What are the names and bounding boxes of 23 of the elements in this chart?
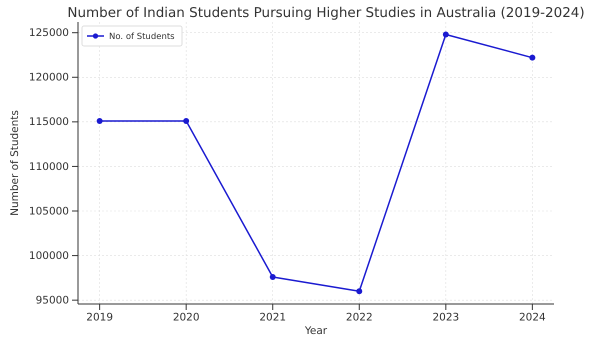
y-tick-label: 125000 xyxy=(28,27,69,40)
y-tick-label: 95000 xyxy=(36,294,69,307)
x-tick-label: 2022 xyxy=(346,311,373,324)
x-tick-label: 2021 xyxy=(259,311,286,324)
y-tick-label: 120000 xyxy=(28,72,69,84)
point xyxy=(529,54,536,61)
x-tick-label: 2019 xyxy=(86,311,114,324)
y-tick-label: 115000 xyxy=(28,116,69,128)
point xyxy=(96,118,103,124)
x-axis-title: Year xyxy=(304,325,328,337)
y-tick-label: 105000 xyxy=(28,205,69,218)
point xyxy=(270,274,276,280)
y-tick-label: 100000 xyxy=(28,250,69,262)
x-tick-label: 2020 xyxy=(172,311,200,324)
y-tick-label: 110000 xyxy=(28,160,69,173)
legend-label: No. of Students xyxy=(109,32,176,42)
point xyxy=(442,32,449,38)
chart-title: Number of Indian Students Pursuing Higher Studies in Australia (2019-2024) xyxy=(67,5,585,21)
point xyxy=(356,288,362,294)
x-tick-label: 2024 xyxy=(518,311,546,324)
y-axis-title: Number of Students xyxy=(9,110,21,216)
x-tick-label: 2023 xyxy=(432,311,460,324)
point xyxy=(183,118,190,124)
